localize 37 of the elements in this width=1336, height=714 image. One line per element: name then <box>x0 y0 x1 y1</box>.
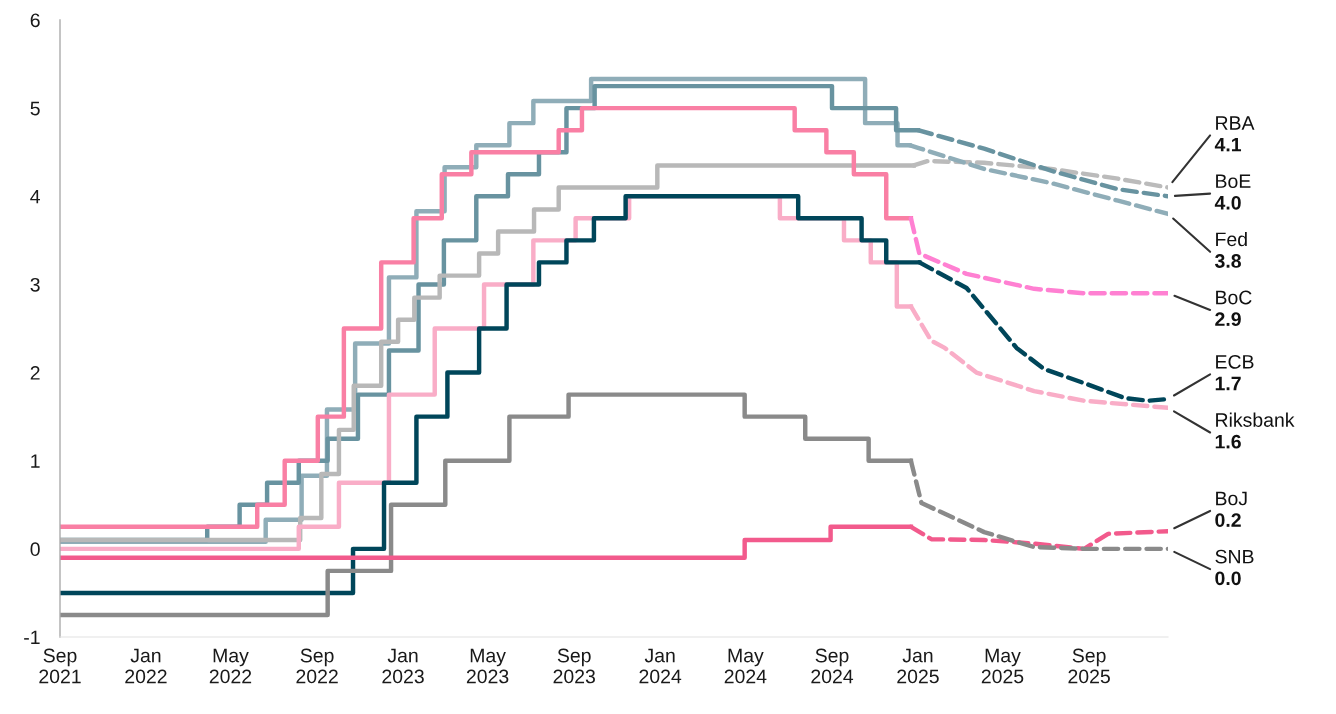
data-label: 0.2 <box>1215 513 1241 527</box>
y-tick-label: 4 <box>30 189 40 204</box>
data-label: 1.7 <box>1215 376 1241 391</box>
x-tick-label: May 2023 <box>466 648 509 684</box>
y-tick-label: -1 <box>24 630 40 645</box>
y-tick-label: 3 <box>30 277 40 292</box>
y-tick-label: 0 <box>30 542 40 557</box>
text: Fed <box>1216 231 1247 247</box>
data-label: 4.1 <box>1214 137 1242 152</box>
text: BoC <box>1216 290 1252 305</box>
data-label: 2.9 <box>1215 312 1241 327</box>
data-label: 0.0 <box>1215 571 1241 586</box>
data-label: 4.0 <box>1214 195 1241 210</box>
text: BoJ <box>1216 491 1247 506</box>
x-tick-label: Sep 2021 <box>39 648 81 684</box>
x-tick-label: Jan 2024 <box>639 648 682 684</box>
x-tick-label: Sep 2024 <box>811 648 854 684</box>
text: Riksbank <box>1216 412 1295 427</box>
x-tick-label: Jan 2025 <box>897 648 939 684</box>
y-tick-label: 1 <box>31 454 40 468</box>
x-tick-label: May 2022 <box>209 648 252 684</box>
x-tick-label: Sep 2025 <box>1068 648 1110 684</box>
x-tick-label: May 2024 <box>724 648 767 684</box>
text: SNB <box>1215 549 1254 564</box>
text: RBA <box>1216 116 1255 130</box>
x-tick-label: Sep 2023 <box>553 648 595 684</box>
y-tick-label: 6 <box>30 13 40 28</box>
x-tick-label: May 2025 <box>981 648 1024 684</box>
text: BoE <box>1216 174 1251 189</box>
y-tick-label: 5 <box>30 101 40 116</box>
data-label: 3.8 <box>1214 254 1241 268</box>
data-label: 1.6 <box>1215 434 1241 449</box>
x-tick-label: Sep 2022 <box>296 648 338 684</box>
x-tick-label: Jan 2022 <box>125 648 167 684</box>
text: ECB <box>1216 354 1254 369</box>
y-tick-label: 2 <box>30 366 40 380</box>
x-tick-label: Jan 2023 <box>382 648 424 684</box>
